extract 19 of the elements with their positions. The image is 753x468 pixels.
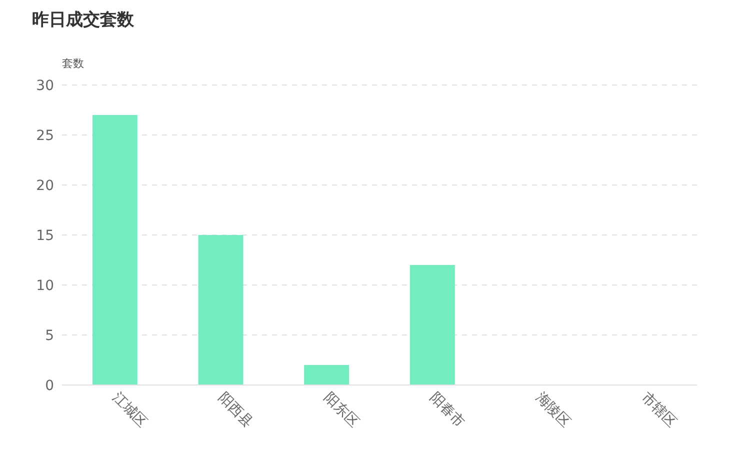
x-tick-label: 江城区 — [109, 390, 150, 431]
bar — [92, 115, 138, 385]
chart-title: 昨日成交套数 — [32, 10, 135, 30]
y-tick-label: 30 — [36, 78, 54, 94]
y-tick-label: 25 — [36, 128, 54, 144]
x-tick-label: 阳西县 — [214, 390, 256, 431]
bar — [198, 235, 244, 385]
x-tick-label: 海陵区 — [532, 390, 574, 431]
x-tick-label: 阳春市 — [426, 390, 468, 431]
y-tick-label: 0 — [45, 378, 54, 394]
y-tick-label: 15 — [36, 228, 54, 244]
y-tick-label: 10 — [36, 278, 54, 294]
y-tick-label: 20 — [36, 178, 54, 194]
x-tick-label: 市辖区 — [638, 390, 680, 431]
bar — [304, 365, 350, 385]
y-axis-title: 套数 — [62, 57, 84, 70]
x-tick-label: 阳东区 — [320, 390, 362, 431]
y-tick-label: 5 — [45, 328, 54, 344]
bar — [410, 265, 455, 385]
